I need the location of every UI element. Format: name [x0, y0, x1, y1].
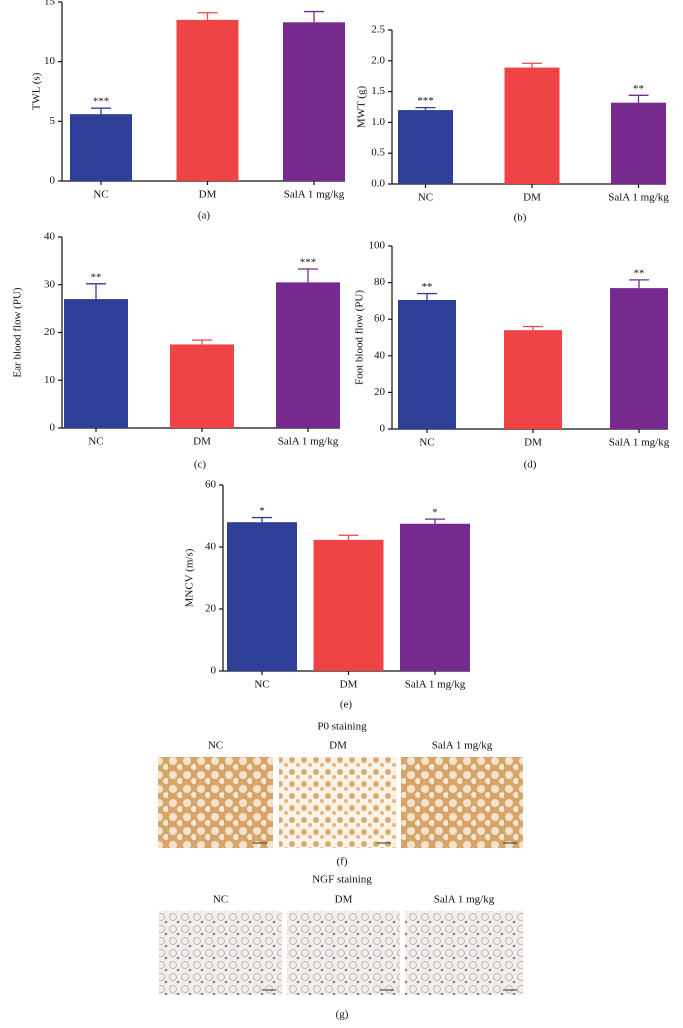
y-tick-label: 2.0 [371, 54, 385, 66]
x-tick-label: SalA 1 mg/kg [278, 436, 339, 448]
y-tick-label: 0.0 [371, 178, 385, 190]
y-tick-label: 40 [44, 231, 56, 243]
micrograph [401, 757, 523, 848]
y-tick-label: 0.5 [371, 147, 385, 159]
y-tick-label: 20 [44, 326, 56, 338]
bar [170, 344, 234, 428]
bar [504, 67, 560, 184]
panel-label: (f) [337, 856, 348, 868]
micrograph [405, 911, 523, 995]
y-tick-label: 60 [374, 313, 386, 325]
x-tick-label: NC [254, 679, 269, 691]
panel-label: (c) [194, 459, 207, 471]
x-tick-label: SalA 1 mg/kg [608, 192, 669, 204]
significance-label: ** [91, 271, 102, 283]
y-axis-label: MNCV (m/s) [184, 548, 196, 607]
bar [227, 522, 297, 671]
bar [504, 330, 562, 429]
bar [283, 22, 345, 181]
bar [398, 299, 456, 429]
x-tick-label: SalA 1 mg/kg [405, 679, 466, 691]
y-tick-label: 100 [369, 240, 386, 252]
significance-label: * [259, 505, 265, 517]
y-tick-label: 10 [44, 55, 56, 67]
y-tick-label: 60 [205, 479, 217, 491]
bar [611, 102, 666, 184]
y-tick-label: 0 [50, 422, 56, 434]
y-axis-label: Foot blood flow (PU) [354, 290, 366, 385]
x-tick-label: DM [193, 436, 211, 448]
y-tick-label: 0 [50, 175, 56, 187]
x-tick-label: DM [340, 679, 358, 691]
column-label: NC [213, 894, 228, 906]
column-label: SalA 1 mg/kg [434, 894, 495, 906]
y-tick-label: 1.5 [371, 85, 385, 97]
x-tick-label: DM [199, 189, 217, 201]
x-tick-label: NC [418, 192, 433, 204]
micrograph [158, 757, 273, 848]
y-tick-label: 5 [50, 115, 56, 127]
x-tick-label: DM [524, 437, 542, 449]
figure-title: P0 staining [317, 721, 367, 733]
column-label: DM [335, 894, 353, 906]
micrograph [159, 911, 282, 995]
y-axis-label: Ear blood flow (PU) [12, 287, 24, 377]
y-tick-label: 0 [211, 665, 217, 677]
panel-label: (d) [524, 459, 537, 471]
bar [176, 19, 239, 182]
column-label: NC [208, 740, 223, 752]
x-tick-label: NC [419, 437, 434, 449]
y-tick-label: 20 [205, 603, 217, 615]
significance-label: ** [633, 83, 644, 95]
y-tick-label: 30 [44, 278, 56, 290]
significance-label: ** [422, 281, 433, 293]
y-tick-label: 15 [44, 0, 56, 8]
bar [313, 539, 384, 671]
significance-label: *** [417, 95, 434, 107]
bar [70, 114, 132, 181]
bar [398, 110, 453, 184]
x-tick-label: NC [93, 189, 108, 201]
panel-label: (g) [336, 1009, 349, 1021]
y-tick-label: 0 [380, 423, 386, 435]
bar [400, 523, 470, 671]
y-tick-label: 2.5 [371, 24, 385, 36]
x-tick-label: SalA 1 mg/kg [609, 437, 670, 449]
y-axis-label: MWT (g) [356, 86, 368, 129]
x-tick-label: NC [88, 436, 103, 448]
significance-label: * [432, 507, 438, 519]
x-tick-label: DM [523, 192, 541, 204]
panel-label: (b) [514, 212, 527, 224]
x-tick-label: SalA 1 mg/kg [284, 189, 345, 201]
y-tick-label: 80 [374, 276, 386, 288]
micrograph [287, 911, 400, 995]
panel-label: (a) [198, 210, 211, 222]
panel-label: (e) [340, 699, 353, 711]
bar [276, 282, 340, 428]
bar [610, 288, 668, 429]
column-label: SalA 1 mg/kg [432, 740, 493, 752]
y-tick-label: 20 [374, 386, 386, 398]
significance-label: *** [93, 96, 110, 108]
y-tick-label: 40 [374, 349, 386, 361]
bar [64, 299, 128, 428]
y-axis-label: TWL (s) [31, 72, 43, 110]
y-tick-label: 40 [205, 541, 217, 553]
y-tick-label: 1.0 [371, 116, 385, 128]
figure-title: NGF staining [312, 874, 372, 886]
significance-label: ** [634, 267, 645, 279]
column-label: DM [329, 740, 347, 752]
micrograph [279, 757, 397, 848]
y-tick-label: 10 [44, 374, 56, 386]
significance-label: *** [300, 257, 317, 269]
